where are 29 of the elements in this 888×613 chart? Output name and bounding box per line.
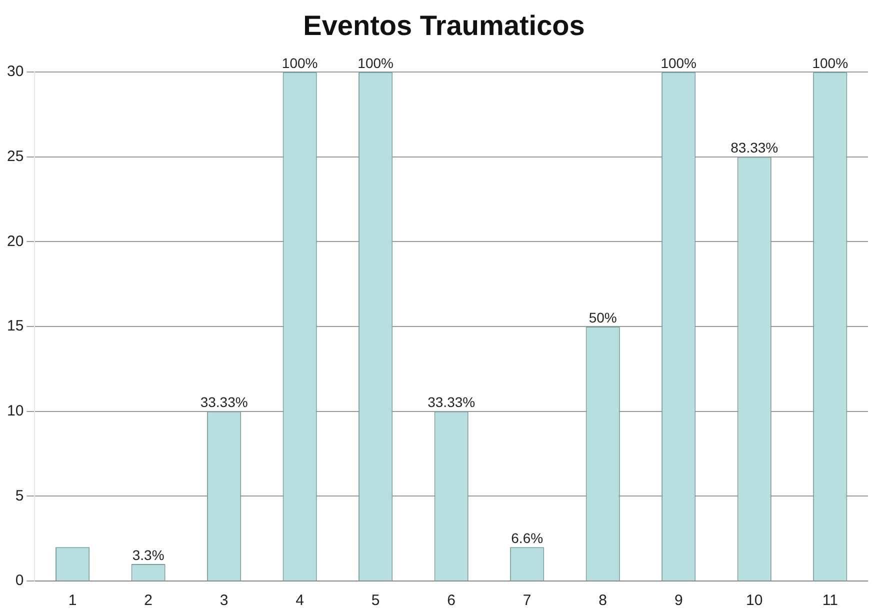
x-tick-label: 4 <box>296 592 304 610</box>
annotation: 3.3% <box>132 546 164 563</box>
y-tick-label: 0 <box>15 572 24 590</box>
annotation: 100% <box>282 54 318 71</box>
annotation: 33.33% <box>428 394 476 410</box>
y-tick-label: 5 <box>15 487 24 504</box>
x-tick-label: 8 <box>598 592 608 610</box>
annotation: 100% <box>358 54 394 71</box>
x-tick-label: 11 <box>822 592 838 610</box>
chart-title: Eventos Traumaticos <box>302 9 586 43</box>
x-tick-label: 1 <box>68 592 77 610</box>
x-tick-label: 3 <box>220 592 228 610</box>
y-tick-label: 30 <box>6 63 24 80</box>
annotation: 100% <box>812 54 848 71</box>
y-tick-label: 10 <box>6 402 24 420</box>
annotation: 6.6% <box>511 530 544 546</box>
annotation: 33.33% <box>200 394 248 410</box>
annotation: 50% <box>588 309 617 326</box>
y-tick-label: 15 <box>6 318 24 335</box>
x-tick-label: 10 <box>746 592 763 610</box>
x-tick-label: 9 <box>674 592 683 610</box>
x-tick-label: 6 <box>447 592 456 610</box>
y-tick-label: 25 <box>6 148 24 165</box>
y-tick-label: 20 <box>6 232 24 250</box>
x-tick-label: 7 <box>522 592 532 610</box>
annotation: 100% <box>660 54 697 71</box>
x-tick-label: 2 <box>144 592 152 610</box>
annotation: 83.33% <box>730 140 778 156</box>
x-tick-label: 5 <box>371 592 380 610</box>
